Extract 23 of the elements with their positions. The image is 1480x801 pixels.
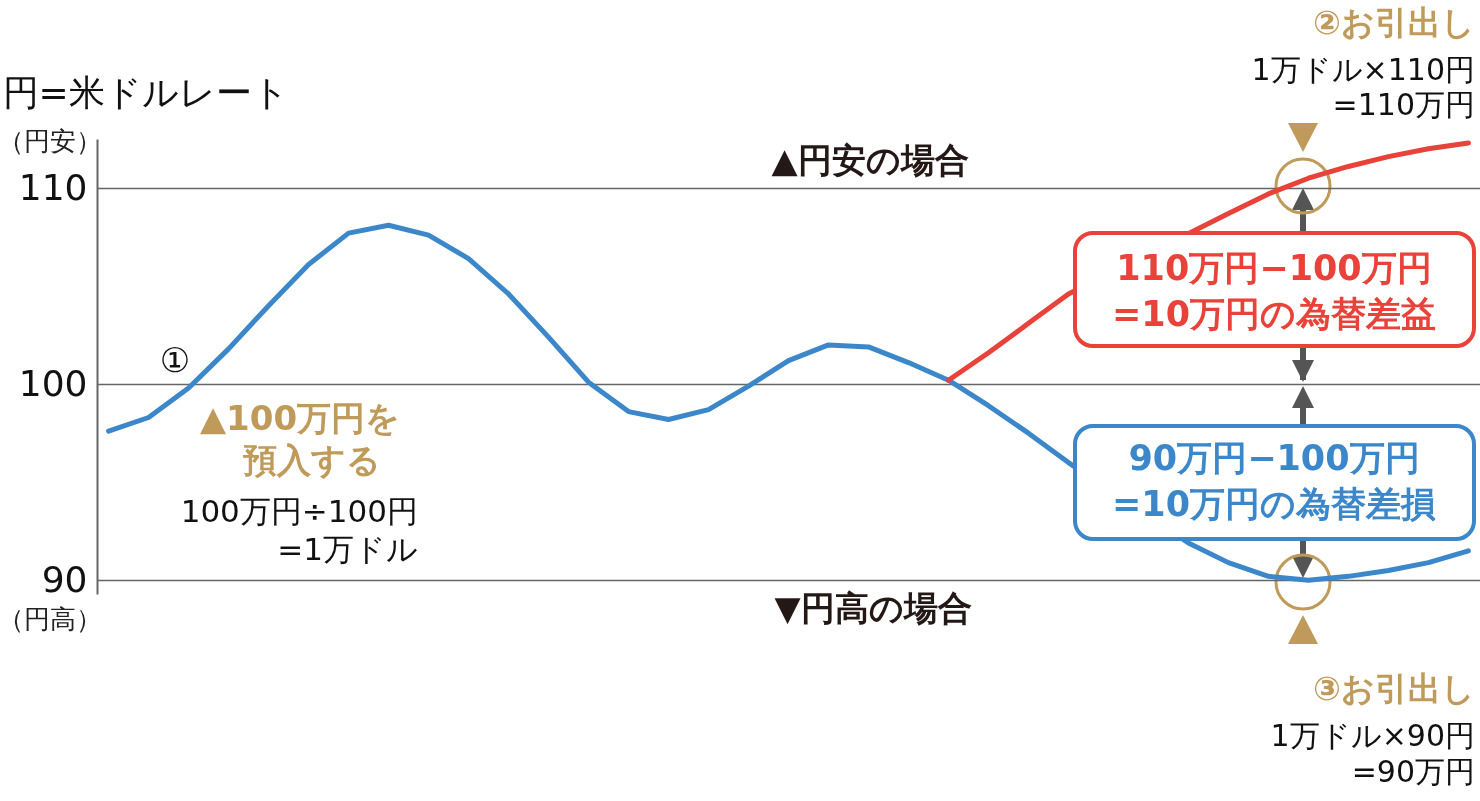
text: ③お引出し	[1313, 669, 1475, 708]
text: 1万ドル×110円	[1251, 52, 1475, 87]
annotation: ▲100万円を	[199, 398, 401, 438]
text: 1万ドル×90円	[1270, 718, 1475, 753]
annotation: ①	[159, 340, 191, 380]
y-tick-label: 100	[18, 362, 88, 404]
y-axis-title: 円=米ドルレート	[2, 71, 289, 113]
text: =110万円	[1332, 87, 1475, 122]
annotation: 110万円−100万円	[1116, 248, 1432, 288]
text: （円高）	[0, 604, 102, 634]
text: =90万円	[1351, 754, 1475, 789]
annotation: 預入する	[243, 440, 381, 480]
annotation: 90万円−100万円	[1128, 438, 1420, 478]
text: ②お引出し	[1313, 3, 1475, 42]
annotation: =10万円の為替差益	[1111, 294, 1437, 334]
y-tick-label: 110	[18, 166, 88, 208]
annotation: =1万ドル	[277, 531, 418, 567]
annotation: ▲円安の場合	[771, 140, 969, 180]
annotation: 100万円÷100円	[180, 493, 418, 529]
y-tick-label: 90	[41, 558, 88, 600]
annotation: （円安）	[0, 126, 102, 156]
annotation: =10万円の為替差損	[1111, 484, 1437, 524]
annotation: ▼円高の場合	[774, 588, 972, 628]
